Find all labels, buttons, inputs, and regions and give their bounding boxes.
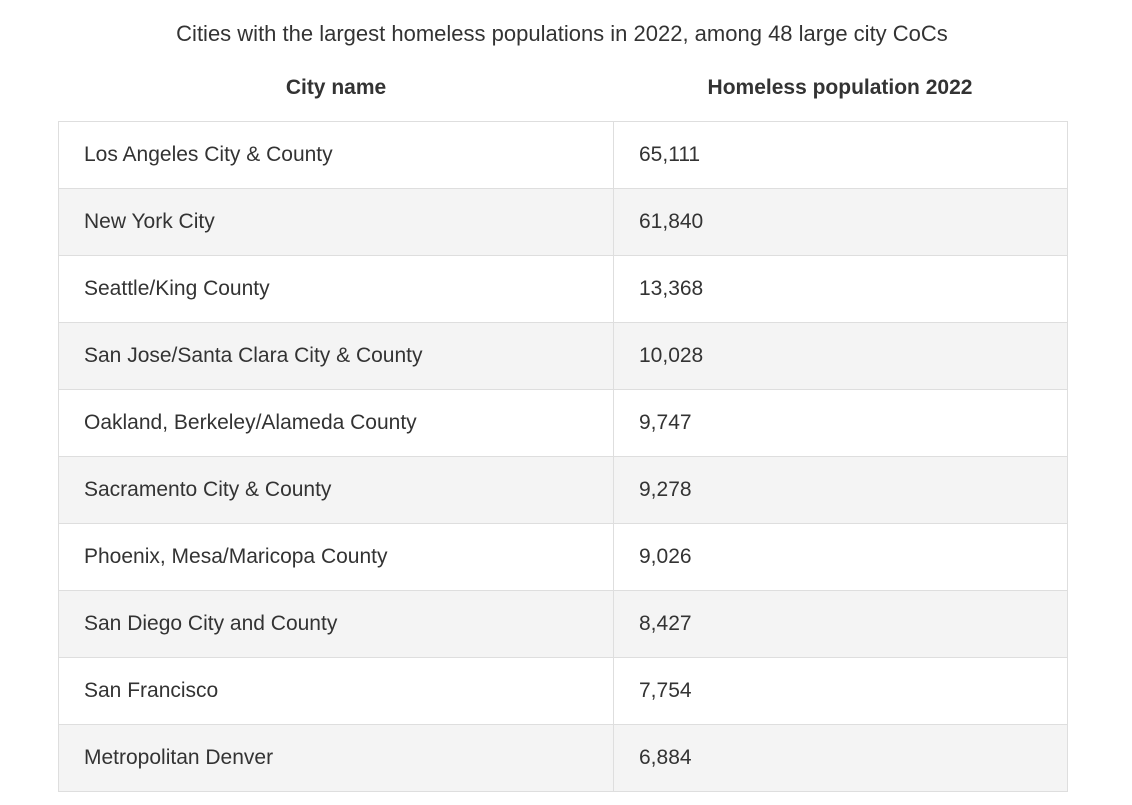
population-value-cell: 8,427	[639, 612, 692, 635]
city-name-cell: Los Angeles City & County	[59, 122, 614, 188]
city-name-cell: Metropolitan Denver	[59, 725, 614, 791]
population-value-cell: 6,884	[639, 746, 692, 769]
column-header-city: City name	[285, 76, 387, 99]
city-name-cell: Sacramento City & County	[59, 457, 614, 523]
population-value-cell: 9,278	[639, 478, 692, 501]
table-row: Seattle/King County 13,368	[59, 256, 1067, 323]
city-name-cell: San Diego City and County	[59, 591, 614, 657]
city-name-cell: Oakland, Berkeley/Alameda County	[59, 390, 614, 456]
population-value-cell: 9,026	[639, 545, 692, 568]
city-name-cell: San Francisco	[59, 658, 614, 724]
data-table: Los Angeles City & County 65,111 New York …	[58, 121, 1068, 792]
city-name-cell: New York City	[59, 189, 614, 255]
column-header-population: Homeless population 2022	[707, 76, 973, 99]
table-row: Sacramento City & County 9,278	[59, 457, 1067, 524]
city-name-cell: Seattle/King County	[59, 256, 614, 322]
table-row: San Diego City and County 8,427	[59, 591, 1067, 658]
table-row: San Francisco 7,754	[59, 658, 1067, 725]
city-name-cell: Phoenix, Mesa/Maricopa County	[59, 524, 614, 590]
table-row: New York City 61,840	[59, 189, 1067, 256]
table-row: Los Angeles City & County 65,111	[59, 122, 1067, 189]
table-title: Cities with the largest homeless populat…	[176, 21, 948, 46]
population-value-cell: 9,747	[639, 411, 692, 434]
population-value-cell: 7,754	[639, 679, 692, 702]
population-value-cell: 61,840	[639, 210, 704, 233]
table-row: San Jose/Santa Clara City & County 10,028	[59, 323, 1067, 390]
population-value-cell: 65,111	[639, 143, 701, 166]
table-row: Phoenix, Mesa/Maricopa County 9,026	[59, 524, 1067, 591]
population-value-cell: 13,368	[639, 277, 704, 300]
population-value-cell: 10,028	[639, 344, 704, 367]
table-row: Metropolitan Denver 6,884	[59, 725, 1067, 792]
city-name-cell: San Jose/Santa Clara City & County	[59, 323, 614, 389]
column-headers: City name Homeless population 2022	[58, 72, 1066, 106]
table-row: Oakland, Berkeley/Alameda County 9,747	[59, 390, 1067, 457]
